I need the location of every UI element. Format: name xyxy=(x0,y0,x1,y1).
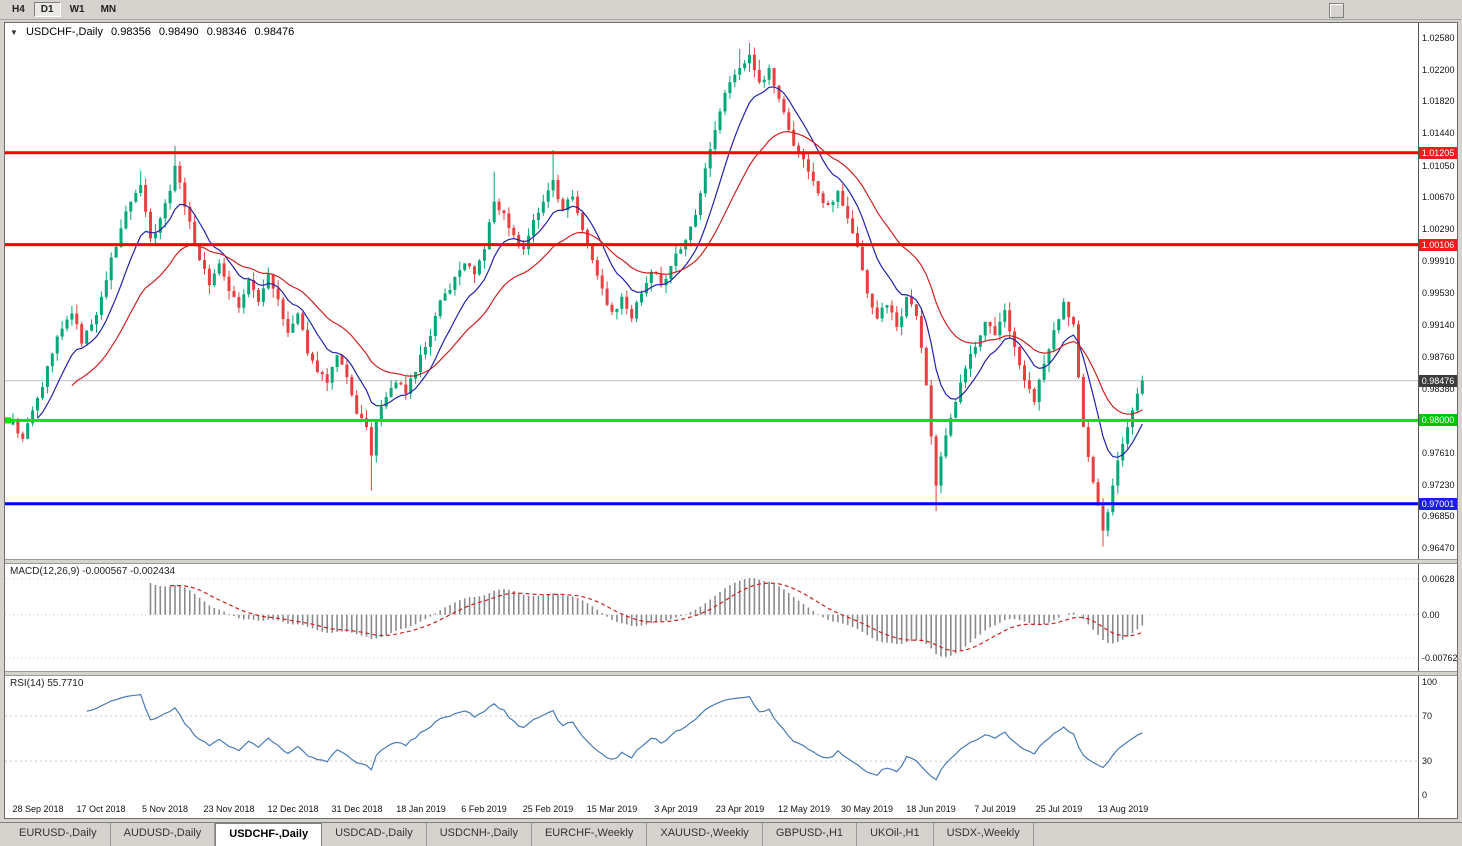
chart-tab-eurusd-daily[interactable]: EURUSD-,Daily xyxy=(6,823,111,846)
timeframe-buttons: H4 D1 W1 MN xyxy=(5,2,125,17)
chart-tab-eurchf-weekly[interactable]: EURCHF-,Weekly xyxy=(532,823,648,846)
date-label: 15 Mar 2019 xyxy=(586,804,638,814)
price-tick: 0.99910 xyxy=(1422,256,1455,266)
date-label: 28 Sep 2018 xyxy=(12,804,64,814)
chart-tab-audusd-daily[interactable]: AUDUSD-,Daily xyxy=(111,823,216,846)
chart-area[interactable]: 1.02580 1.02200 1.01820 1.01440 1.01050 1.006… xyxy=(4,22,1458,819)
price-tick: 0.97230 xyxy=(1422,480,1455,490)
macd-tick: -0.00762 xyxy=(1422,653,1458,663)
ohlc-close: 0.98476 xyxy=(254,26,295,38)
chart-tab-xauusd-weekly[interactable]: XAUUSD-,Weekly xyxy=(647,823,763,846)
chart-tab-ukoil-h1[interactable]: UKOil-,H1 xyxy=(857,823,934,846)
ohlc-high: 0.98490 xyxy=(158,26,199,38)
ohlc-low: 0.98346 xyxy=(206,26,247,38)
ohlc-open: 0.98356 xyxy=(111,26,151,38)
date-label: 17 Oct 2018 xyxy=(76,804,126,814)
date-label: 12 Dec 2018 xyxy=(267,804,319,814)
pane-splitter[interactable] xyxy=(5,559,1457,564)
chart-tab-usdcad-daily[interactable]: USDCAD-,Daily xyxy=(322,823,427,846)
price-tick: 0.98380 xyxy=(1422,384,1455,394)
date-label: 13 Aug 2019 xyxy=(1097,804,1149,814)
collapse-chart-icon[interactable]: ▼ xyxy=(10,28,18,37)
price-tick: 0.96850 xyxy=(1422,511,1455,521)
date-label: 23 Apr 2019 xyxy=(715,804,765,814)
price-tick: 0.98760 xyxy=(1422,352,1455,362)
date-label: 31 Dec 2018 xyxy=(331,804,383,814)
date-label: 23 Nov 2018 xyxy=(203,804,255,814)
price-tick: 0.96470 xyxy=(1422,543,1455,553)
date-label: 7 Jul 2019 xyxy=(974,804,1016,814)
date-label: 5 Nov 2018 xyxy=(141,804,189,814)
toolbar-button[interactable] xyxy=(1329,3,1344,18)
ma-25-line xyxy=(71,131,1143,415)
chart-tab-usdchf-daily[interactable]: USDCHF-,Daily xyxy=(215,823,323,846)
price-badge: 1.01205 xyxy=(1419,147,1457,159)
price-badge: 0.98000 xyxy=(1419,414,1457,426)
date-label: 18 Jan 2019 xyxy=(396,804,446,814)
price-tick: 0.99530 xyxy=(1422,288,1455,298)
rsi-line xyxy=(86,693,1143,781)
date-label: 25 Feb 2019 xyxy=(522,804,574,814)
main-price-chart[interactable] xyxy=(5,23,1418,559)
price-tick: 1.02200 xyxy=(1422,65,1455,75)
chart-symbol: USDCHF-,Daily xyxy=(25,26,103,38)
chart-tab-usdx-weekly[interactable]: USDX-,Weekly xyxy=(934,823,1034,846)
candles xyxy=(11,43,1144,547)
price-tick: 1.00290 xyxy=(1422,224,1455,234)
date-label: 18 Jun 2019 xyxy=(906,804,956,814)
price-tick: 0.97610 xyxy=(1422,448,1455,458)
rsi-indicator-label: RSI(14) 55.7710 xyxy=(10,678,84,689)
date-label: 30 May 2019 xyxy=(840,804,894,814)
price-tick: 1.01820 xyxy=(1422,96,1455,106)
rsi-tick: 0 xyxy=(1422,790,1428,800)
pane-splitter[interactable] xyxy=(5,671,1457,676)
date-label: 6 Feb 2019 xyxy=(461,804,507,814)
rsi-tick: 70 xyxy=(1422,711,1433,721)
date-label: 3 Apr 2019 xyxy=(654,804,698,814)
hline-anchor-icon[interactable] xyxy=(5,417,11,424)
rsi-tick: 30 xyxy=(1422,756,1433,766)
price-tick: 1.01050 xyxy=(1422,161,1455,171)
date-label: 25 Jul 2019 xyxy=(1035,804,1083,814)
macd-histogram xyxy=(149,578,1144,657)
macd-signal-line xyxy=(170,582,1143,652)
price-badge: 0.98476 xyxy=(1419,375,1457,387)
timeframe-d1-button[interactable]: D1 xyxy=(33,2,61,17)
macd-tick: 0.00 xyxy=(1422,610,1440,620)
timeframe-toolbar: H4 D1 W1 MN xyxy=(0,0,1462,20)
timeframe-mn-button[interactable]: MN xyxy=(100,4,117,15)
price-tick: 1.02580 xyxy=(1422,33,1455,43)
macd-tick: 0.00628 xyxy=(1422,574,1455,584)
price-tick: 0.99140 xyxy=(1422,320,1455,330)
macd-pane[interactable] xyxy=(5,564,1418,671)
price-badge: 0.97001 xyxy=(1419,498,1457,510)
macd-indicator-label: MACD(12,26,9) -0.000567 -0.002434 xyxy=(10,566,176,577)
time-axis[interactable]: 28 Sep 2018 17 Oct 2018 5 Nov 2018 23 Nov 2… xyxy=(5,801,1418,818)
chart-tab-gbpusd-h1[interactable]: GBPUSD-,H1 xyxy=(763,823,858,846)
price-tick: 1.00670 xyxy=(1422,192,1455,202)
date-label: 12 May 2019 xyxy=(777,804,831,814)
timeframe-h4-button[interactable]: H4 xyxy=(12,4,25,15)
price-axis[interactable]: 1.02580 1.02200 1.01820 1.01440 1.01050 1.006… xyxy=(1418,23,1457,818)
chart-tab-usdcnh-daily[interactable]: USDCNH-,Daily xyxy=(427,823,532,846)
rsi-tick: 100 xyxy=(1422,677,1438,687)
chart-header: ▼ USDCHF-,Daily 0.98356 0.98490 0.98346 … xyxy=(10,26,299,38)
chart-tabs: EURUSD-,Daily AUDUSD-,Daily USDCHF-,Daily U… xyxy=(0,822,1462,846)
ma-10-line xyxy=(37,86,1143,458)
rsi-pane[interactable] xyxy=(5,676,1418,801)
timeframe-w1-button[interactable]: W1 xyxy=(69,4,85,15)
price-tick: 1.01440 xyxy=(1422,128,1455,138)
price-badge: 1.00106 xyxy=(1419,239,1457,251)
